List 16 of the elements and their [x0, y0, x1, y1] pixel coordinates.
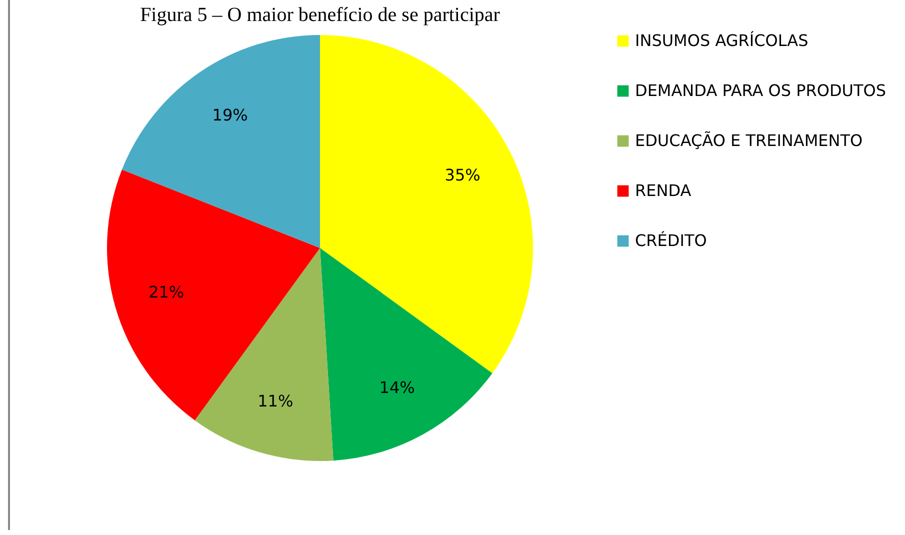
- legend-label: RENDA: [635, 181, 692, 200]
- data-label: 21%: [148, 282, 184, 302]
- data-label: 14%: [379, 378, 415, 398]
- pie-slice: [122, 35, 320, 248]
- legend-label: CRÉDITO: [635, 231, 707, 250]
- pie-slice: [194, 248, 334, 461]
- pie-slice: [320, 248, 492, 461]
- legend-label: DEMANDA PARA OS PRODUTOS: [635, 81, 886, 100]
- pie-slice: [107, 170, 320, 420]
- data-label: 35%: [444, 165, 480, 184]
- data-label: 11%: [258, 392, 294, 411]
- chart-title: Figura 5 – O maior benefício de se participar: [140, 4, 500, 26]
- data-label: 19%: [212, 106, 248, 125]
- legend-label: INSUMOS AGRÍCOLAS: [635, 31, 808, 50]
- legend-label: EDUCAÇÃO E TREINAMENTO: [635, 131, 863, 150]
- pie-slice: [320, 35, 533, 374]
